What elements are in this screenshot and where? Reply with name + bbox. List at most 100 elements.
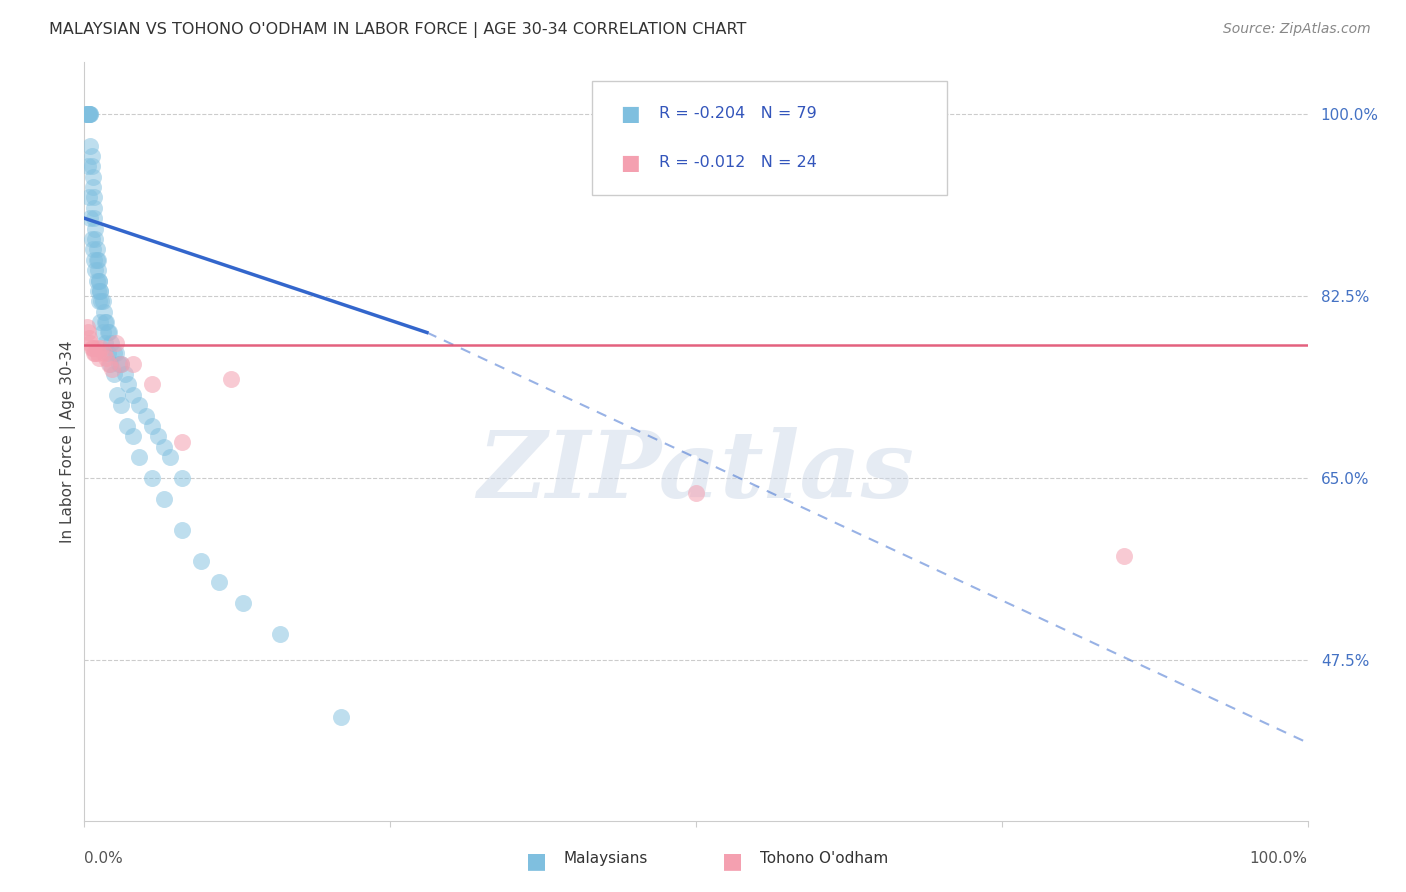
Point [77, 190, 100, 204]
Point [128, 450, 150, 464]
Point [84, 346, 107, 360]
Point [84, 232, 107, 246]
Point [172, 434, 194, 449]
Text: MALAYSIAN VS TOHONO O'ODHAM IN LABOR FORCE | AGE 30-34 CORRELATION CHART: MALAYSIAN VS TOHONO O'ODHAM IN LABOR FOR… [49, 22, 747, 38]
Point [77, 107, 100, 121]
Point [87, 346, 110, 360]
Point [79, 335, 101, 350]
Point [77, 107, 100, 121]
Point [89, 315, 111, 329]
Point [84, 263, 107, 277]
Point [87, 351, 110, 366]
Point [91, 294, 114, 309]
Point [83, 252, 105, 267]
Point [83, 201, 105, 215]
Point [114, 367, 136, 381]
Point [77, 107, 100, 121]
Point [82, 180, 104, 194]
Point [96, 351, 118, 366]
Point [79, 107, 101, 121]
Point [107, 357, 129, 371]
Text: Malaysians: Malaysians [564, 851, 648, 866]
Point [105, 346, 128, 360]
Text: 100.0%: 100.0% [1250, 851, 1308, 866]
Point [97, 346, 120, 360]
Point [330, 710, 353, 724]
Point [141, 471, 163, 485]
Point [172, 471, 194, 485]
Y-axis label: In Labor Force | Age 30-34: In Labor Force | Age 30-34 [60, 340, 76, 543]
Text: ■: ■ [526, 851, 547, 871]
Point [105, 388, 128, 402]
Point [100, 335, 122, 350]
Point [141, 377, 163, 392]
Point [269, 626, 291, 640]
Point [1114, 549, 1136, 563]
Point [103, 367, 125, 381]
Point [110, 398, 132, 412]
Point [80, 149, 103, 163]
Point [172, 523, 194, 537]
Point [91, 326, 114, 340]
Point [83, 346, 105, 360]
Point [141, 419, 163, 434]
Point [79, 138, 101, 153]
Point [98, 357, 121, 371]
Point [135, 409, 157, 423]
Point [153, 440, 176, 454]
Point [87, 252, 110, 267]
Point [76, 107, 98, 121]
Text: Tohono O'odham: Tohono O'odham [759, 851, 887, 866]
Point [86, 341, 108, 355]
Point [80, 232, 103, 246]
Point [82, 169, 104, 184]
Point [110, 357, 132, 371]
Point [77, 107, 100, 121]
Text: ■: ■ [723, 851, 744, 871]
Point [153, 491, 176, 506]
Point [97, 357, 120, 371]
Point [122, 388, 145, 402]
Point [146, 429, 169, 443]
Point [82, 341, 104, 355]
Point [86, 274, 108, 288]
Point [76, 107, 98, 121]
Point [93, 304, 115, 318]
Point [79, 211, 101, 226]
Point [77, 331, 100, 345]
Text: ■: ■ [620, 153, 640, 172]
Point [80, 341, 103, 355]
Text: 0.0%: 0.0% [84, 851, 124, 866]
Point [77, 326, 100, 340]
Point [90, 294, 112, 309]
Point [77, 107, 100, 121]
Point [128, 398, 150, 412]
Point [232, 595, 254, 609]
Point [110, 357, 132, 371]
Point [159, 450, 181, 464]
Point [84, 221, 107, 235]
Point [219, 372, 242, 386]
Text: Source: ZipAtlas.com: Source: ZipAtlas.com [1223, 22, 1371, 37]
Point [82, 243, 104, 257]
Point [96, 315, 118, 329]
FancyBboxPatch shape [592, 81, 946, 195]
Point [87, 274, 110, 288]
Point [94, 335, 117, 350]
Point [97, 326, 120, 340]
Text: ZIPatlas: ZIPatlas [478, 427, 914, 516]
Point [76, 320, 98, 334]
Point [103, 346, 125, 360]
Point [87, 263, 110, 277]
Point [115, 419, 138, 434]
Text: ■: ■ [620, 104, 640, 124]
Point [90, 341, 112, 355]
Point [190, 554, 212, 568]
Point [122, 357, 145, 371]
Point [122, 429, 145, 443]
Point [89, 284, 111, 298]
Point [87, 284, 110, 298]
Point [83, 211, 105, 226]
Point [86, 243, 108, 257]
Point [83, 190, 105, 204]
